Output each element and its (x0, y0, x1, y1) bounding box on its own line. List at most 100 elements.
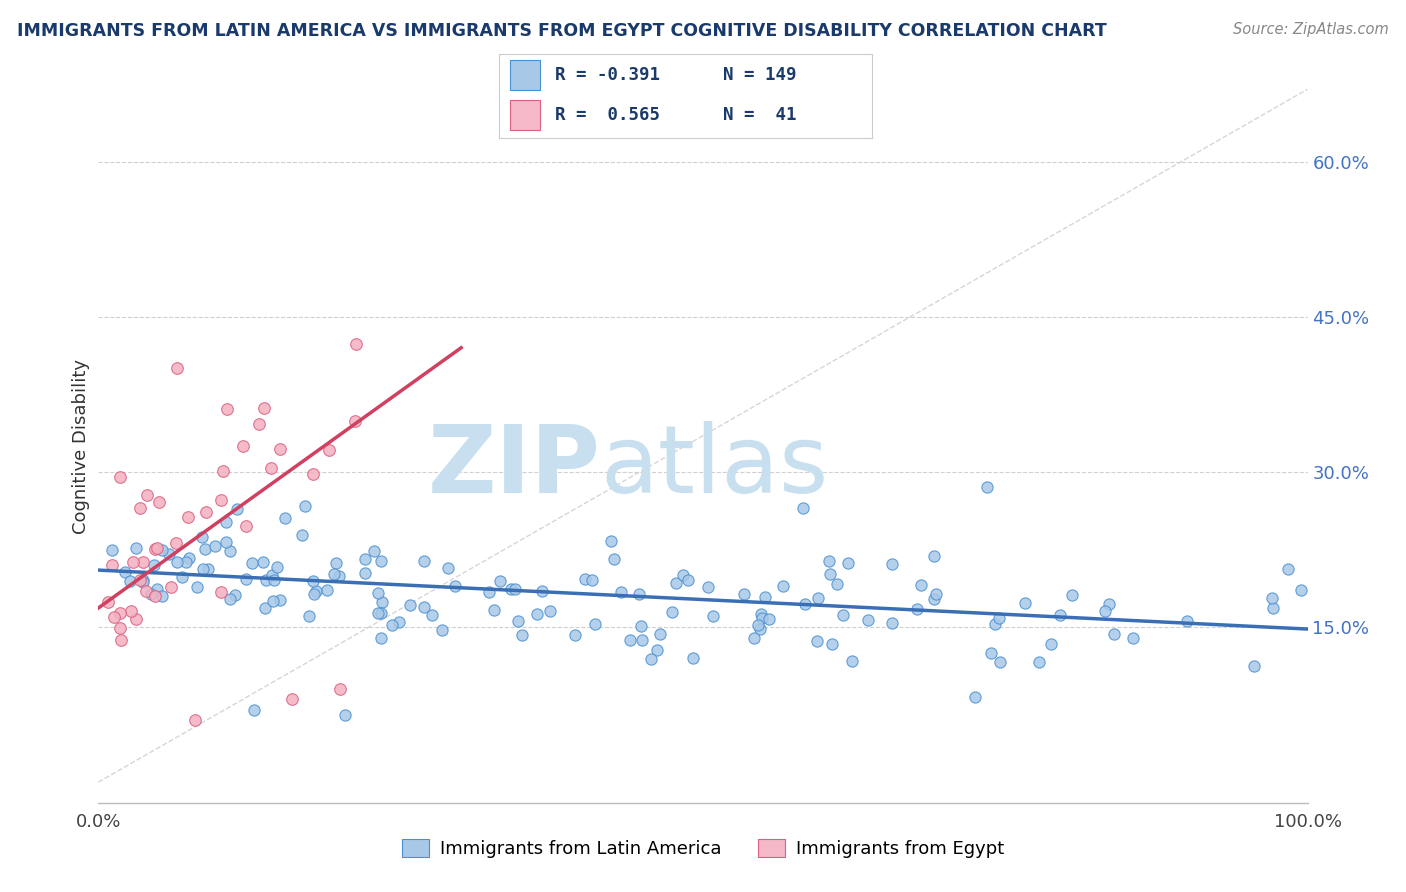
Point (818, 554, 841, 568)
Point (910, 577, 932, 591)
Point (218, 543, 240, 558)
Point (108, 607, 131, 621)
Point (254, 574, 277, 588)
Text: R =  0.565: R = 0.565 (555, 106, 659, 124)
Point (262, 567, 284, 582)
Point (758, 612, 780, 626)
Point (110, 632, 132, 647)
Point (630, 619, 652, 633)
Point (880, 557, 903, 571)
Point (316, 583, 339, 598)
Point (794, 597, 817, 611)
Point (443, 579, 465, 593)
Point (963, 690, 986, 704)
Point (166, 555, 188, 569)
Point (370, 606, 392, 620)
Point (665, 576, 688, 591)
Point (174, 555, 197, 569)
Point (160, 580, 183, 594)
Text: ZIP: ZIP (427, 421, 600, 514)
Point (1028, 655, 1050, 669)
Point (603, 552, 626, 566)
Point (988, 655, 1011, 669)
Point (215, 402, 238, 417)
Point (980, 646, 1002, 660)
Point (610, 584, 633, 599)
Point (262, 594, 284, 608)
Point (640, 652, 662, 666)
Point (150, 542, 173, 557)
Point (186, 580, 208, 594)
Point (101, 558, 124, 572)
Point (1040, 637, 1063, 651)
Point (302, 574, 325, 588)
Point (145, 541, 167, 555)
Text: N =  41: N = 41 (723, 106, 796, 124)
Point (179, 550, 201, 565)
Point (754, 590, 776, 604)
Point (818, 567, 841, 582)
Point (1177, 614, 1199, 628)
Point (165, 536, 187, 550)
Point (647, 643, 669, 657)
Point (274, 510, 297, 524)
Point (298, 608, 321, 623)
Point (748, 622, 770, 636)
Point (1277, 562, 1299, 576)
Point (792, 501, 814, 516)
Point (856, 613, 879, 627)
Point (101, 542, 124, 557)
Point (583, 617, 606, 632)
Point (1261, 591, 1284, 606)
Point (381, 618, 404, 632)
Point (702, 609, 724, 624)
Point (1243, 658, 1265, 673)
Point (837, 556, 859, 570)
Point (363, 544, 385, 558)
FancyBboxPatch shape (510, 100, 540, 130)
Point (132, 574, 155, 589)
Point (120, 574, 142, 589)
Text: N = 149: N = 149 (723, 66, 796, 84)
Point (209, 584, 232, 599)
Point (108, 470, 131, 484)
Point (880, 616, 903, 631)
Point (371, 595, 394, 609)
Point (204, 539, 226, 553)
Point (430, 623, 453, 637)
Point (121, 555, 143, 569)
Point (1261, 600, 1284, 615)
Point (526, 607, 548, 622)
Text: atlas: atlas (600, 421, 828, 514)
Point (922, 549, 945, 564)
Point (269, 442, 291, 457)
Point (841, 654, 863, 668)
Point (215, 516, 238, 530)
Point (370, 553, 392, 567)
Point (305, 583, 328, 598)
Point (512, 627, 534, 641)
Point (110, 622, 132, 636)
Point (499, 582, 522, 596)
Point (139, 586, 162, 600)
Point (832, 607, 855, 622)
Point (197, 562, 219, 576)
Point (135, 584, 157, 599)
Point (825, 577, 848, 591)
Point (367, 607, 389, 621)
Point (437, 561, 460, 575)
Point (581, 574, 603, 588)
Point (530, 583, 553, 598)
Point (170, 570, 193, 584)
Point (1049, 608, 1071, 623)
Point (1121, 631, 1143, 645)
Point (538, 604, 561, 618)
Point (412, 599, 434, 614)
Text: R = -0.391: R = -0.391 (555, 66, 659, 84)
Point (1062, 589, 1084, 603)
Point (922, 592, 945, 607)
Point (600, 533, 623, 548)
Point (125, 612, 148, 626)
Point (263, 573, 285, 587)
Point (420, 608, 443, 623)
